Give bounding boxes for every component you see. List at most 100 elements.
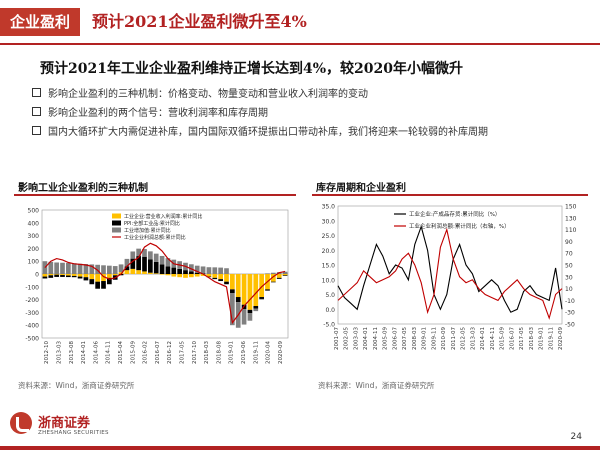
y-tick-label: 0 [35,272,39,279]
bar-segment [171,274,177,277]
x-tick-label: 2015-09 [500,327,506,350]
x-tick-label: 2013-08 [69,341,75,364]
bar-segment [136,270,141,274]
x-tick-label: 2018-08 [216,341,222,364]
bar-segment [247,313,253,321]
bar-segment [42,276,48,279]
header: 企业盈利 预计2021企业盈利微升至4% [0,0,600,45]
bar-segment [265,289,270,291]
legend-label: 工业企业:产成品存货:累计同比（%） [409,210,500,218]
y-tick-label-left: 10.0 [322,277,336,284]
bar-segment [206,276,212,278]
bar-segment [107,277,112,285]
bar-segment [282,274,288,276]
y-tick-label: 300 [28,233,40,240]
x-tick-label: 2004-11 [373,327,379,350]
bullet-text: 影响企业盈利的两个信号：营收利润率和库存周期 [48,108,268,119]
x-tick-label: 2019-11 [253,341,259,364]
x-tick-label: 2019-01 [539,327,545,350]
x-tick-label: 2003-03 [353,327,359,350]
y-tick-label-left: 35.0 [322,204,336,211]
bar-segment [130,251,136,259]
bar-segment [54,274,59,277]
bar-segment [66,274,71,276]
x-tick-label: 2017-10 [192,341,198,364]
bar-segment [247,309,253,314]
x-tick-label: 2017-05 [179,341,185,364]
y-tick-label-left: 0.0 [325,307,335,314]
y-tick-label-right: 110 [565,227,577,234]
y-tick-label: 500 [28,208,40,215]
y-tick-label: 100 [28,259,40,266]
bar-segment [77,263,83,274]
x-tick-label: 2002-05 [344,327,350,350]
bar-segment [200,266,206,274]
y-tick-label: -500 [25,336,39,343]
bar-segment [194,272,200,274]
y-tick-label-right: -10 [565,298,575,305]
y-tick-label: -300 [25,310,39,317]
y-tick-label: 400 [28,220,40,227]
subtitle: 预计2021年工业企业盈利维持正增长达到4%，较2020年小幅微升 [40,61,463,77]
y-tick-label-left: 5.0 [325,292,335,299]
bar-segment [206,267,212,274]
bar-segment [83,264,89,274]
x-tick-label: 2009-01 [422,327,428,350]
x-tick-label: 2019-01 [229,341,235,364]
x-tick-label: 2014-01 [480,327,486,350]
bar-segment [101,281,106,289]
bar-segment [124,266,130,271]
bar-segment [271,281,276,283]
bar-segment [259,274,264,298]
x-tick-label: 2016-07 [155,341,161,364]
bar-segment [259,297,264,299]
bar-segment [171,267,177,274]
bar-segment [271,274,276,282]
x-tick-label: 2014-06 [93,341,99,364]
bar-segment [124,270,130,274]
bullet-list: 影响企业盈利的三种机制：价格变动、物量变动和营业收入利润率的变动 影响企业盈利的… [32,84,592,141]
brand-name-cn: 浙商证券 [38,416,91,431]
bar-segment [200,274,206,276]
bar-segment [112,274,118,276]
right-chart: -5.0 0.0 5.0 10.0 15.0 20.0 25.0 30.0 35.0 -50 -30… [322,204,577,350]
y-tick-label-right: 10 [565,286,573,293]
brand-mark-icon [10,412,32,434]
bar-segment [130,268,136,274]
bar-segment [60,262,65,274]
y-tick-label: -400 [25,323,39,330]
page-number: 24 [570,432,582,442]
x-tick-label: 2014-11 [490,327,496,350]
bullet-item: 国内大循环扩大内需促进补库，国内国际双循环提振出口带动补库，我们将迎来一轮较弱的… [32,122,592,139]
brand-logo: 浙商证券 ZHESHANG SECURITIES [10,410,130,444]
bar-segment [282,271,288,274]
y-tick-label-right: 30 [565,274,573,281]
x-tick-label: 2014-11 [106,341,112,364]
profit-line [44,242,286,325]
bar-segment [48,275,54,278]
bar-segment [276,277,282,279]
bar-segment [124,258,130,267]
left-chart-rule [14,194,296,196]
bar-segment [54,262,59,274]
bar-segment [60,274,65,276]
y-tick-label-left: 30.0 [322,218,336,225]
x-tick-label: 2016-07 [509,327,515,350]
x-tick-label: 2014-01 [81,341,87,364]
bar-segment [71,274,77,276]
bar-segment [130,258,136,269]
bar-segment [48,261,54,274]
left-chart: -500 -400 -300 -200 -100 0 100 200 300 400 500 2012… [25,208,289,364]
bar-segment [48,274,54,276]
bar-segment [83,274,89,278]
legend-swatch [112,227,121,233]
bar-segment [148,272,153,274]
x-tick-label: 2018-03 [204,341,210,364]
bar-segment [224,281,229,285]
bar-segment [165,274,171,276]
bar-segment [230,293,235,326]
bar-segment [271,272,276,274]
right-chart-title: 库存周期和企业盈利 [316,183,406,194]
bar-segment [142,256,147,272]
bar-segment [89,279,95,285]
